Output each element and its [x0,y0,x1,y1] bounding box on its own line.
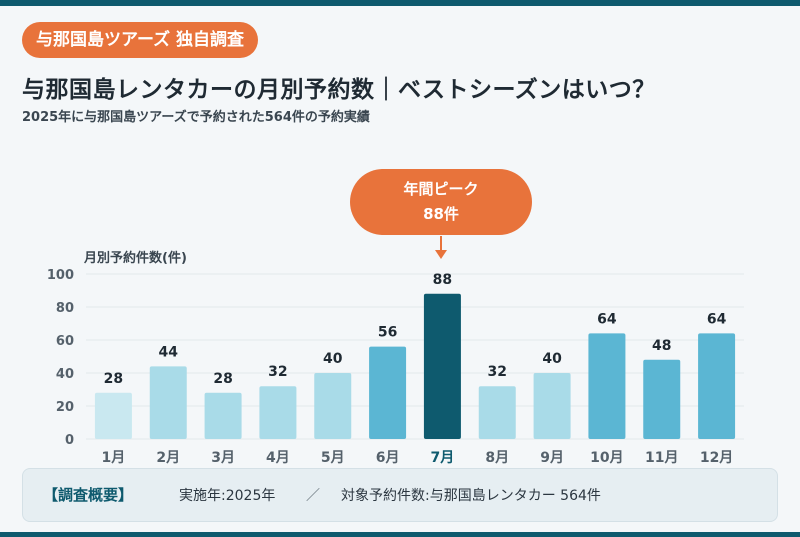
x-tick-label: 5月 [321,450,345,466]
data-label: 32 [268,364,287,380]
x-tick-label: 7月 [431,450,455,466]
x-tick-label: 4月 [266,450,290,466]
survey-count: 対象予約件数:与那国島レンタカー 564件 [341,488,601,504]
data-label: 64 [707,311,727,327]
y-tick-label: 60 [56,334,74,349]
y-tick-label: 0 [65,433,74,448]
peak-callout: 年間ピーク 88件 [350,169,532,235]
peak-arrow-line [440,236,442,252]
y-tick-label: 100 [47,268,74,283]
bar-3月 [204,392,242,439]
data-label: 48 [652,338,671,354]
bar-11月 [643,359,681,439]
bar-9月 [533,373,571,439]
bottom-accent-bar [0,532,800,537]
page-title: 与那国島レンタカーの月別予約数｜ベストシーズンはいつ？ [22,77,656,103]
monthly-bookings-bar-chart: 月別予約件数(件) 0 20 40 60 80 100 28 1月 44 2月 28 3月 32 4月 40 5… [47,250,744,466]
data-label: 88 [433,272,452,288]
top-accent-bar [0,0,800,6]
survey-year: 実施年:2025年 [179,488,276,504]
data-label: 40 [323,351,343,367]
x-tick-label: 3月 [211,450,235,466]
publisher-badge: 与那国島ツアーズ 独自調査 [22,22,259,58]
data-label: 40 [542,351,562,367]
bar-6月 [369,346,407,439]
y-axis-label: 月別予約件数(件) [83,250,187,266]
data-label: 44 [159,344,179,360]
x-tick-label: 11月 [645,450,678,466]
bar-1月 [94,392,132,439]
bar-4月 [259,386,297,439]
bar-7月 [423,293,461,439]
data-label: 28 [104,371,123,387]
peak-arrow-down-icon [435,250,447,259]
bar-12月 [698,333,736,439]
bar-8月 [478,386,516,439]
data-label: 28 [213,371,232,387]
survey-separator: ／ [306,488,320,504]
x-tick-label: 10月 [590,450,623,466]
data-label: 56 [378,325,397,341]
data-label: 64 [597,311,617,327]
x-tick-label: 9月 [540,450,564,466]
peak-callout-value: 88件 [423,205,459,223]
y-tick-label: 40 [56,367,74,382]
survey-summary-label: 【調査概要】 [43,486,134,504]
x-tick-label: 6月 [376,450,400,466]
survey-summary-box: 【調査概要】 実施年:2025年 ／ 対象予約件数:与那国島レンタカー 564件 [22,468,778,522]
bar-5月 [314,373,352,439]
bar-2月 [149,366,187,439]
x-tick-label: 8月 [485,450,509,466]
peak-callout-label: 年間ピーク [403,180,479,198]
x-tick-label: 12月 [700,450,733,466]
page-subtitle: 2025年に与那国島ツアーズで予約された564件の予約実績 [22,110,370,125]
bar-10月 [588,333,626,439]
data-label: 32 [488,364,507,380]
y-tick-label: 20 [56,400,74,415]
y-tick-label: 80 [56,301,74,316]
x-tick-label: 1月 [102,450,126,466]
x-tick-label: 2月 [156,450,180,466]
